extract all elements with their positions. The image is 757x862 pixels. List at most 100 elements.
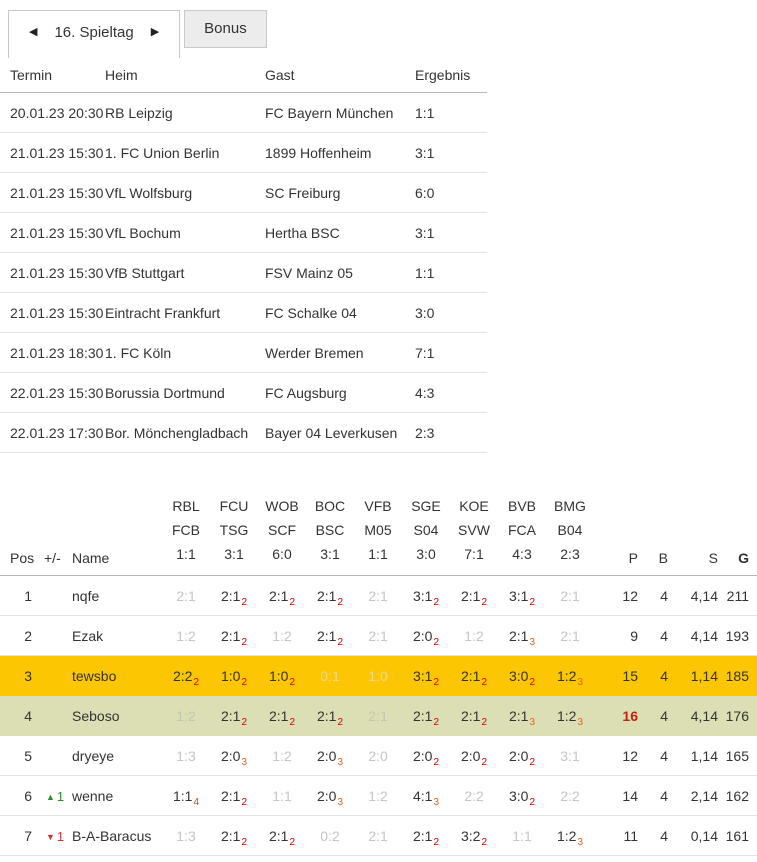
tip-points: 2 (241, 676, 248, 688)
matches-header-row: Termin Heim Gast Ergebnis (0, 58, 487, 93)
tip-points: 2 (529, 796, 536, 808)
match-row: 21.01.23 15:30 Eintracht Frankfurt FC Scha… (0, 292, 487, 333)
next-matchday-icon[interactable]: ▶ (150, 26, 160, 38)
tip-cell: 2:1 (354, 696, 402, 736)
pos-header: Pos (0, 494, 44, 576)
tip-score: 2:1 (560, 627, 580, 644)
tip-score: 1:3 (176, 747, 196, 764)
prev-matchday-icon[interactable]: ◀ (29, 26, 38, 38)
matchcol-home: KOE (459, 498, 489, 514)
tip-cell: 1:2 (162, 615, 210, 656)
tip-score: 2:1 (412, 707, 433, 724)
player-name: dryeye (72, 735, 162, 776)
tab-bonus[interactable]: Bonus (184, 10, 267, 48)
match-result: 3:1 (415, 212, 487, 253)
matchcol-header: SGE S04 3:0 (402, 494, 450, 576)
tip-cell: 4:13 (402, 775, 450, 816)
matches-header-termin: Termin (0, 58, 105, 93)
matchcol-home: BMG (554, 498, 586, 514)
tip-points: 2 (433, 676, 440, 688)
match-away-team: Hertha BSC (265, 212, 415, 253)
total-cell: 176 (725, 707, 749, 724)
tip-cell: 2:12 (258, 815, 306, 856)
match-home-team: VfL Bochum (105, 212, 265, 253)
matchcol-home: BOC (314, 498, 346, 514)
trend-cell (44, 656, 72, 696)
points-cell: 12 (594, 575, 638, 616)
tip-cell: 1:14 (162, 775, 210, 816)
pos-cell: 3 (24, 667, 32, 684)
tip-cell: 2:13 (498, 615, 546, 656)
bonus-cell: 4 (638, 775, 668, 816)
match-home-team: 1. FC Köln (105, 332, 265, 373)
match-row: 21.01.23 15:30 VfL Wolfsburg SC Freiburg 6:… (0, 172, 487, 213)
match-result: 1:1 (415, 92, 487, 133)
match-away-team: FC Augsburg (265, 372, 415, 413)
matchcol-header: BOC BSC 3:1 (306, 494, 354, 576)
tip-score: 2:0 (316, 787, 337, 804)
match-row: 21.01.23 15:30 1. FC Union Berlin 1899 Hof… (0, 132, 487, 173)
tip-points: 2 (241, 836, 248, 848)
tip-cell: 3:12 (402, 575, 450, 616)
tip-cell: 2:03 (210, 735, 258, 776)
tip-score: 1:3 (176, 827, 196, 844)
trend-cell (44, 575, 72, 616)
tip-score: 0:2 (320, 827, 340, 844)
tip-cell: 2:02 (402, 615, 450, 656)
trend-cell (44, 615, 72, 656)
matchcol-home: SGE (411, 498, 441, 514)
tip-points: 2 (433, 596, 440, 608)
quota-header: S (668, 494, 718, 576)
pos-cell: 5 (0, 735, 44, 776)
tip-cell: 1:3 (162, 735, 210, 776)
matchcol-result: 2:3 (560, 546, 580, 562)
tip-points: 2 (289, 836, 296, 848)
tip-points: 3 (577, 716, 584, 728)
tip-score: 2:0 (412, 627, 433, 644)
match-result: 4:3 (415, 372, 487, 413)
tip-score: 1:2 (272, 627, 292, 644)
points-cell: 12 (594, 735, 638, 776)
tip-cell: 2:2 (546, 775, 594, 816)
match-result: 3:1 (415, 132, 487, 173)
tip-cell: 2:0 (354, 735, 402, 776)
points-cell: 16 (622, 707, 638, 724)
tip-cell: 2:2 (450, 775, 498, 816)
trend-cell: ▼ 1 (44, 815, 72, 856)
total-cell: 161 (718, 815, 757, 856)
tip-cell: 2:12 (450, 656, 498, 696)
bonus-cell: 4 (638, 615, 668, 656)
player-name: B-A-Baracus (72, 815, 162, 856)
tab-spieltag[interactable]: ◀ 16. Spieltag ▶ (8, 10, 181, 58)
pos-cell: 1 (0, 575, 44, 616)
match-termin: 21.01.23 15:30 (0, 252, 105, 293)
matchcol-result: 3:1 (224, 546, 244, 562)
matchcol-header: FCU TSG 3:1 (210, 494, 258, 576)
tip-score: 2:1 (460, 707, 481, 724)
tip-cell: 1:1 (258, 775, 306, 816)
tip-cell: 3:1 (546, 735, 594, 776)
standings-row: 7 ▼ 1 B-A-Baracus 1:3 2:12 2:12 0:2 2:1 2:12 3:22 1… (0, 815, 757, 856)
pos-cell: 6 (0, 775, 44, 816)
tip-score: 1:2 (368, 787, 388, 804)
match-home-team: RB Leipzig (105, 92, 265, 133)
match-away-team: SC Freiburg (265, 172, 415, 213)
matches-header-ergebnis: Ergebnis (415, 58, 487, 93)
points-cell: 15 (622, 667, 638, 684)
tab-spieltag-label: 16. Spieltag (54, 24, 134, 41)
total-cell: 165 (718, 735, 757, 776)
tip-points: 3 (241, 756, 248, 768)
match-home-team: 1. FC Union Berlin (105, 132, 265, 173)
points-header: P (594, 494, 638, 576)
tip-cell: 2:12 (306, 575, 354, 616)
match-result: 6:0 (415, 172, 487, 213)
tip-points: 2 (241, 596, 248, 608)
trend-down-icon: ▼ (46, 831, 55, 842)
tip-cell: 2:12 (210, 696, 258, 736)
quota-cell: 4,14 (668, 615, 718, 656)
match-home-team: Borussia Dortmund (105, 372, 265, 413)
tip-points: 3 (337, 756, 344, 768)
tip-score: 2:1 (220, 627, 241, 644)
pos-cell: 7 (0, 815, 44, 856)
tip-score: 2:1 (220, 707, 241, 724)
